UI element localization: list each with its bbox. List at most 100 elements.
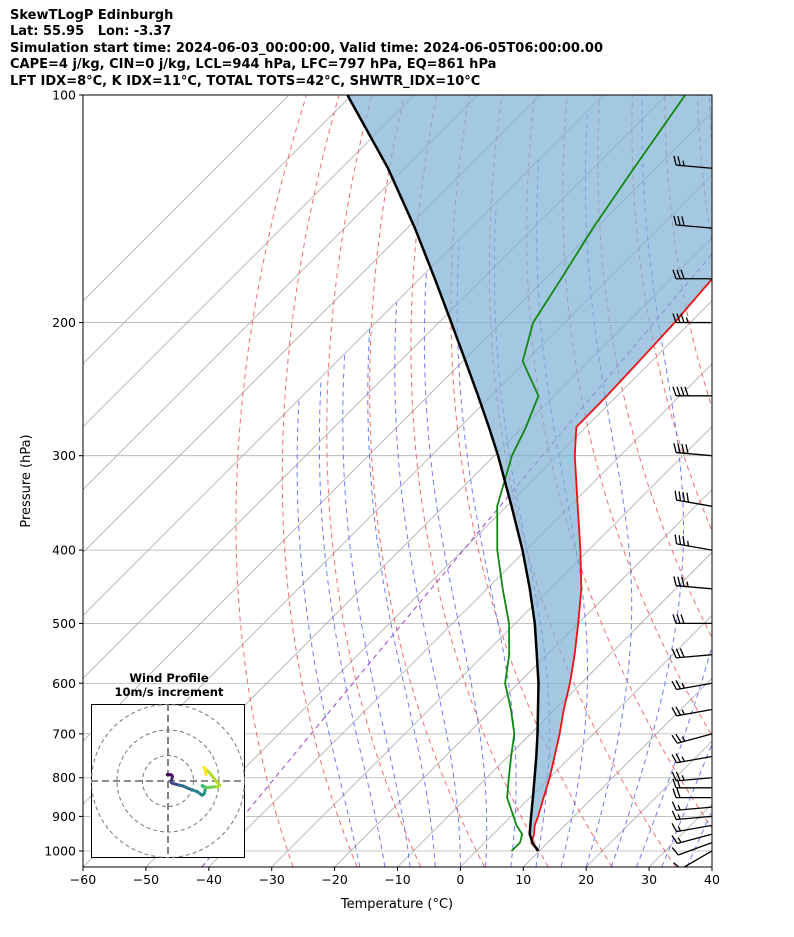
wind-barb [673,576,713,590]
x-tick-label: 40 [704,872,720,887]
hodograph [91,704,245,858]
hodograph-segment [203,770,208,777]
x-tick: 40 [704,867,720,887]
dry-adiabat-line [597,95,712,639]
y-tick-label: 100 [52,88,76,103]
dry-adiabat-line [326,95,422,867]
x-tick-label: −20 [321,872,347,887]
simulation-times: Simulation start time: 2024-06-03_00:00:… [10,40,603,56]
wind-barb [673,443,713,457]
isotherm-line [83,95,415,428]
station-title: SkewTLogP Edinburgh [10,8,174,23]
wind-barb [708,95,712,96]
x-tick: 20 [578,867,594,887]
y-tick: 400 [52,543,83,558]
isotherm-line [460,614,712,867]
header: SkewTLogP Edinburgh Lat: 55.95 Lon: -3.3… [10,8,790,90]
dry-adiabat-line [410,95,549,867]
x-axis-ticks: −60 −50 −40 −30 −20 −10 0 10 20 30 40 [70,867,720,887]
hodograph-title: Wind Profile 10m/s increment [92,671,246,699]
x-tick-label: −10 [384,872,410,887]
hodograph-title-line1: Wind Profile [129,671,209,685]
y-tick: 800 [52,770,83,785]
wind-barb [673,215,713,229]
parcel-line [346,95,540,852]
wind-barbs [671,95,713,867]
moist-adiabat-line [711,865,712,867]
moist-adiabat-line [610,95,684,867]
wind-barb [671,771,713,782]
y-tick-label: 800 [52,770,76,785]
y-axis-label: Pressure (hPa) [19,434,34,527]
dry-adiabat-line [730,95,794,867]
y-tick-label: 200 [52,315,76,330]
moist-adiabat-line [367,329,436,867]
wind-barb [674,534,713,551]
wind-barb [671,833,713,845]
dry-adiabat-line [763,95,794,867]
hodograph-trace [165,765,222,797]
wind-barb [674,490,713,507]
x-tick-label: 20 [578,872,594,887]
isotherm-line [83,95,478,491]
moist-adiabat-line [423,273,488,867]
x-tick-label: 30 [641,872,657,887]
dry-adiabat-line [631,95,712,532]
y-tick-label: 600 [52,676,76,691]
isotherm-line [208,363,712,867]
y-tick: 200 [52,315,83,330]
isotherm-line [271,426,712,867]
isotherm-line [523,677,712,867]
x-tick: 30 [641,867,657,887]
temperature-line [530,277,712,852]
x-tick: −10 [384,867,411,887]
x-tick: −30 [259,867,285,887]
x-tick: 0 [456,867,464,887]
y-tick: 300 [52,448,83,463]
dry-adiabat-line [281,95,358,867]
moist-adiabat-line [318,379,386,867]
y-tick-label: 500 [52,616,76,631]
x-tick-label: −30 [259,872,285,887]
wind-barb [672,269,712,280]
y-tick-label: 400 [52,543,76,558]
wind-barb [671,706,713,717]
hodograph-rings [91,704,245,858]
moist-adiabat-line [296,400,361,867]
y-tick: 100 [52,88,83,103]
station-location: Lat: 55.95 Lon: -3.37 [10,24,172,40]
hodograph-segment [208,771,222,788]
y-tick-label: 700 [52,726,76,741]
hodograph-title-line2: 10m/s increment [114,685,224,699]
dry-adiabat-line [369,95,485,867]
wind-barb [671,822,713,833]
x-tick: 10 [515,867,531,887]
y-tick: 700 [52,726,83,741]
moist-adiabat-line [737,95,794,867]
x-tick-label: −40 [196,872,222,887]
isotherm-line [711,866,712,867]
moist-adiabat-line [394,302,461,867]
cape-area [347,95,712,851]
wind-barb [673,155,713,169]
isotherm-line [334,489,712,867]
y-tick-label: 300 [52,448,76,463]
moist-adiabat-line [456,240,517,867]
moist-adiabat-line [686,809,712,867]
wind-barb [671,810,713,821]
x-tick-label: 10 [515,872,531,887]
y-tick: 500 [52,616,83,631]
x-tick-label: −60 [70,872,96,887]
profile-lines [346,95,712,852]
dewpoint-line [496,95,686,852]
x-tick: −40 [196,867,222,887]
cape-indices: CAPE=4 j/kg, CIN=0 j/kg, LCL=944 hPa, LF… [10,57,497,73]
x-axis-label: Temperature (°C) [340,897,453,912]
dry-adiabat-line [235,95,307,867]
wind-barb [671,680,713,691]
isotherm-line [397,551,712,867]
y-axis-ticks: 1000 900 800 700 600 500 400 300 200 100 [44,88,83,858]
y-tick: 600 [52,676,83,691]
moist-adiabat-line [342,353,411,867]
